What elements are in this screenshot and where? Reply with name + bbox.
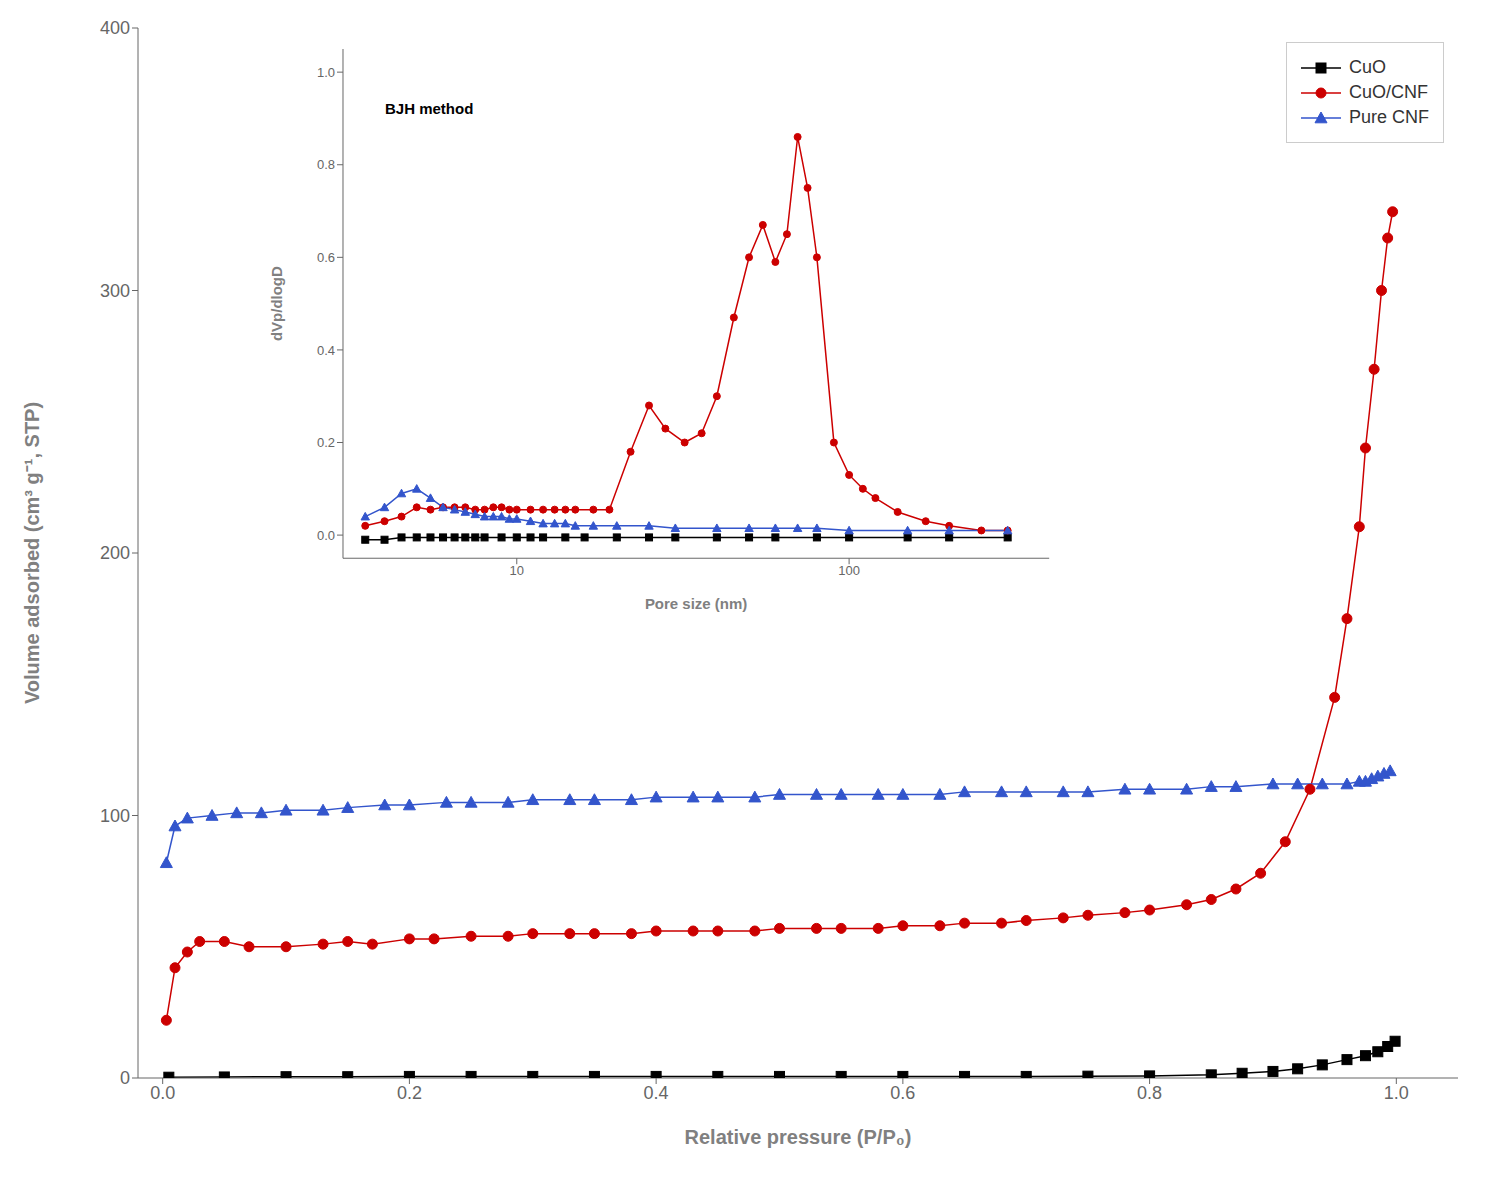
svg-text:dVp/dlogD: dVp/dlogD	[268, 266, 285, 341]
svg-text:1.0: 1.0	[317, 65, 335, 80]
svg-text:Volume adsorbed (cm³ g⁻¹, STP): Volume adsorbed (cm³ g⁻¹, STP)	[21, 402, 43, 704]
svg-text:0.8: 0.8	[317, 157, 335, 172]
svg-text:1.0: 1.0	[1384, 1083, 1409, 1103]
svg-text:0.2: 0.2	[397, 1083, 422, 1103]
svg-text:Pore size (nm): Pore size (nm)	[644, 595, 746, 612]
svg-text:Relative pressure (P/P₀): Relative pressure (P/P₀)	[685, 1126, 912, 1148]
svg-text:100: 100	[100, 806, 130, 826]
svg-text:0.6: 0.6	[317, 250, 335, 265]
svg-text:0.4: 0.4	[644, 1083, 669, 1103]
svg-text:0.0: 0.0	[150, 1083, 175, 1103]
svg-text:0: 0	[120, 1068, 130, 1088]
svg-text:200: 200	[100, 543, 130, 563]
svg-text:10: 10	[509, 563, 523, 578]
svg-text:0.2: 0.2	[317, 435, 335, 450]
svg-text:0.4: 0.4	[317, 343, 335, 358]
svg-text:300: 300	[100, 281, 130, 301]
svg-text:0.8: 0.8	[1137, 1083, 1162, 1103]
svg-text:100: 100	[838, 563, 860, 578]
html-text:CuO: CuO	[1349, 57, 1386, 77]
html-text:Pure CNF: Pure CNF	[1349, 107, 1429, 127]
svg-text:400: 400	[100, 18, 130, 38]
html-text:CuO/CNF: CuO/CNF	[1349, 82, 1428, 102]
svg-text:0.6: 0.6	[890, 1083, 915, 1103]
svg-text:0.0: 0.0	[317, 528, 335, 543]
html-text:BJH method: BJH method	[385, 99, 474, 117]
